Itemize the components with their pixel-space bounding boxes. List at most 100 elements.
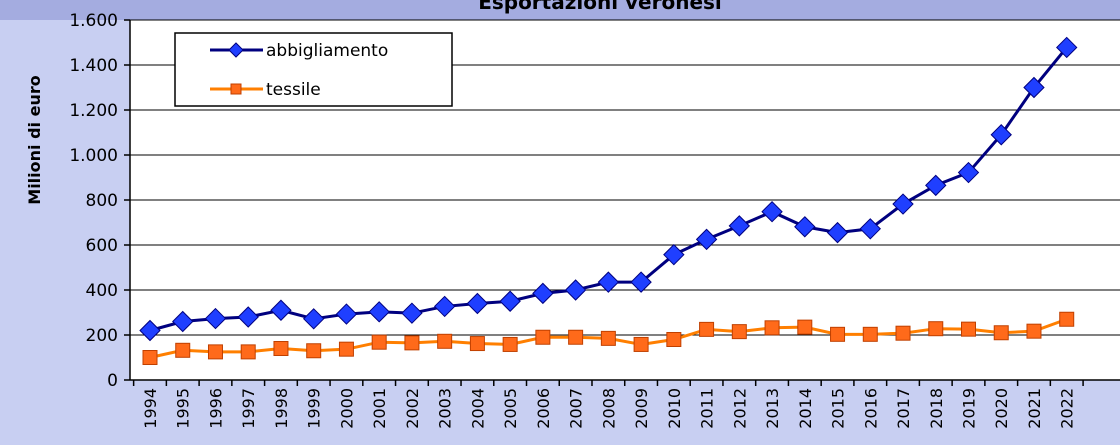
data-point-diamond	[859, 218, 881, 240]
x-tick-label: 1997	[239, 388, 258, 429]
series-layer	[139, 36, 1078, 365]
x-tick-label: 2015	[829, 388, 848, 429]
data-point-diamond	[401, 302, 423, 324]
data-point-square	[273, 341, 289, 356]
legend-box	[174, 32, 453, 107]
y-tick-label: 1.600	[69, 11, 118, 31]
x-tick-label: 2019	[960, 388, 979, 429]
chart-title: Esportazioni veronesi	[478, 0, 722, 14]
data-point-diamond	[597, 271, 620, 293]
x-tick-label: 2021	[1025, 388, 1044, 429]
data-point-square	[961, 321, 976, 337]
legend: abbigliamento tessile	[174, 32, 453, 107]
data-point-square	[764, 320, 780, 336]
data-point-square	[600, 330, 616, 346]
x-tick-label: 2003	[436, 388, 455, 429]
data-point-square	[699, 321, 715, 337]
data-point-square	[404, 335, 420, 351]
data-point-square	[535, 329, 551, 345]
x-tick-label: 2005	[501, 388, 520, 429]
x-tick-label: 2006	[534, 388, 553, 429]
x-tick-label: 2007	[567, 388, 586, 429]
series-tessile	[142, 311, 1075, 365]
y-tick-label: 1.400	[69, 56, 118, 76]
x-tick-label: 2020	[992, 388, 1011, 429]
data-point-diamond	[139, 319, 161, 342]
data-point-diamond	[466, 292, 489, 315]
data-point-square	[502, 336, 518, 352]
legend-marker-abbigliamento	[228, 42, 244, 58]
data-point-diamond	[892, 193, 914, 215]
data-point-square	[175, 342, 191, 358]
data-point-diamond	[172, 310, 194, 333]
data-point-diamond	[990, 124, 1012, 146]
data-point-diamond	[761, 200, 783, 223]
data-point-diamond	[302, 308, 325, 330]
data-point-diamond	[1023, 76, 1045, 99]
x-tick-label: 2016	[861, 388, 880, 429]
data-point-square	[568, 329, 584, 345]
data-point-square	[371, 334, 387, 350]
data-point-diamond	[794, 216, 816, 238]
data-point-diamond	[564, 279, 587, 301]
data-point-diamond	[532, 282, 554, 305]
x-tick-label: 2001	[370, 388, 389, 429]
y-tick-label: 0	[107, 371, 118, 391]
x-tick-label: 2013	[763, 388, 782, 429]
data-point-diamond	[368, 301, 390, 323]
data-point-diamond	[630, 271, 652, 293]
legend-marker-tessile	[230, 83, 242, 95]
x-tick-label: 1999	[305, 388, 324, 429]
data-point-diamond	[1056, 36, 1078, 59]
legend-label-tessile: tessile	[266, 80, 321, 100]
x-tick-label: 2000	[337, 388, 356, 429]
data-point-diamond	[433, 295, 456, 318]
data-point-diamond	[695, 228, 718, 251]
data-point-diamond	[826, 221, 849, 244]
x-tick-label: 2022	[1058, 388, 1077, 429]
y-axis-ticks: 0 200 400 600 800 1.000 1.200 1.400 1.600	[69, 11, 130, 391]
title-band	[0, 0, 1120, 20]
data-point-square	[731, 324, 747, 340]
data-point-square	[240, 344, 256, 360]
data-point-square	[797, 319, 813, 335]
x-tick-label: 2018	[927, 388, 946, 429]
x-tick-label: 1995	[174, 388, 193, 429]
data-point-square	[437, 333, 453, 349]
series-abbigliamento	[139, 36, 1078, 342]
x-axis-ticks: 1994 1995 1996 1997 1998 1999 2000 2001 2002 2003…	[132, 380, 1084, 429]
data-point-square	[306, 343, 322, 359]
x-tick-label: 1998	[272, 388, 291, 429]
x-tick-label: 2017	[894, 388, 913, 429]
data-point-diamond	[204, 307, 227, 330]
y-tick-label: 200	[86, 326, 118, 346]
data-point-diamond	[335, 303, 358, 325]
x-tick-label: 1996	[206, 388, 225, 429]
data-point-square	[993, 325, 1009, 341]
data-point-square	[666, 332, 682, 347]
x-tick-label: 2012	[730, 388, 749, 429]
x-tick-label: 2004	[468, 388, 487, 429]
x-tick-label: 2014	[796, 388, 815, 429]
y-tick-label: 1.200	[69, 101, 118, 121]
x-tick-label: 2010	[665, 388, 684, 429]
data-point-diamond	[270, 299, 292, 321]
data-point-square	[928, 321, 944, 337]
x-tick-label: 2002	[403, 388, 422, 429]
legend-label-abbigliamento: abbigliamento	[266, 41, 388, 61]
y-tick-label: 600	[86, 236, 118, 256]
data-point-square	[142, 350, 158, 365]
x-tick-label: 2011	[698, 388, 717, 429]
data-point-diamond	[663, 243, 685, 266]
data-point-square	[207, 344, 223, 360]
data-point-square	[469, 336, 485, 352]
data-point-square	[1059, 311, 1075, 327]
x-tick-label: 2009	[632, 388, 651, 429]
data-point-square	[633, 336, 649, 352]
data-point-square	[1026, 323, 1042, 339]
data-point-diamond	[957, 161, 980, 184]
data-point-square	[830, 326, 846, 342]
data-point-diamond	[728, 215, 751, 237]
